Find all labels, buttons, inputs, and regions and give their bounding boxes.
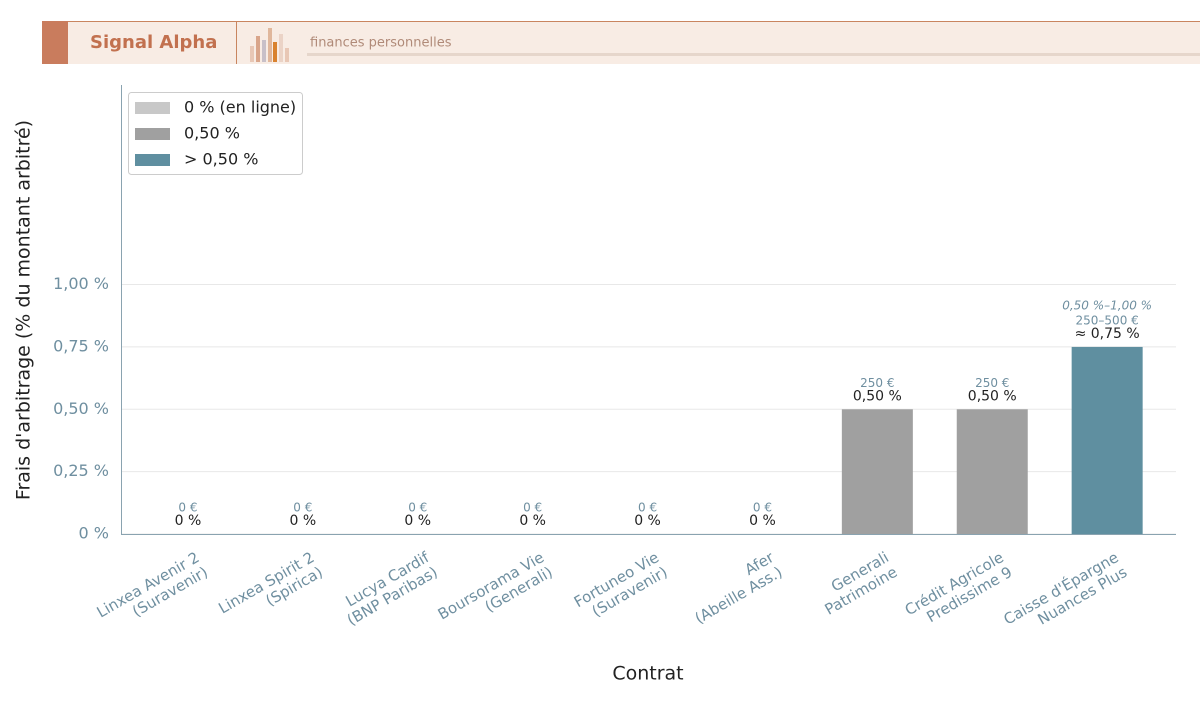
value-label: 0 % bbox=[404, 513, 431, 529]
value-label: 0 % bbox=[175, 513, 202, 529]
bar bbox=[956, 409, 1028, 534]
x-tick-label: Boursorama Vie(Generali) bbox=[434, 548, 555, 638]
x-tick-label: Crédit AgricolePredissime 9 bbox=[902, 548, 1015, 634]
brand: Signal Alpha bbox=[90, 32, 217, 53]
legend-swatch bbox=[135, 128, 170, 140]
amount-label: 250 € bbox=[860, 376, 894, 390]
y-tick-label: 0,25 % bbox=[53, 461, 109, 480]
amount-label: 250 € bbox=[975, 376, 1009, 390]
amount-label: 0 € bbox=[408, 501, 427, 515]
y-tick-label: 0,75 % bbox=[53, 336, 109, 355]
tagline: finances personnelles bbox=[310, 36, 452, 51]
amount-label: 0 € bbox=[753, 501, 772, 515]
legend-swatch bbox=[135, 154, 170, 166]
legend-swatch bbox=[135, 102, 170, 114]
header-accent bbox=[42, 21, 68, 64]
value-label: 0,50 % bbox=[853, 388, 902, 404]
y-tick-label: 0 % bbox=[79, 524, 109, 543]
x-tick-label: Afer(Abeille Ass.) bbox=[683, 547, 786, 627]
value-label: 0 % bbox=[634, 513, 661, 529]
amount-label: 250–500 € bbox=[1076, 313, 1139, 327]
value-label: ≈ 0,75 % bbox=[1075, 326, 1140, 342]
value-label: 0 % bbox=[519, 513, 546, 529]
legend: 0 % (en ligne) 0,50 % > 0,50 % bbox=[128, 92, 303, 175]
header-rule bbox=[307, 53, 1200, 56]
value-label: 0 % bbox=[749, 513, 776, 529]
legend-label: 0 % (en ligne) bbox=[184, 98, 296, 117]
bar bbox=[841, 409, 913, 534]
legend-box bbox=[128, 92, 303, 175]
value-label: 0 % bbox=[290, 513, 317, 529]
value-label: 0,50 % bbox=[968, 388, 1017, 404]
x-tick-label: Fortuneo Vie(Suravenir) bbox=[571, 548, 671, 626]
x-tick-label: GeneraliPatrimoine bbox=[813, 548, 900, 619]
amount-label: 0 € bbox=[293, 501, 312, 515]
bar bbox=[1071, 346, 1143, 534]
amount-label: 0 € bbox=[638, 501, 657, 515]
y-tick-label: 1,00 % bbox=[53, 274, 109, 293]
header-bar bbox=[42, 21, 1200, 64]
x-tick-label: Lucya Cardif(BNP Paribas) bbox=[335, 547, 441, 628]
y-axis-title: Frais d'arbitrage (% du montant arbitré) bbox=[13, 120, 35, 500]
y-tick-label: 0,50 % bbox=[53, 399, 109, 418]
logo bbox=[250, 28, 289, 62]
legend-label: > 0,50 % bbox=[184, 150, 258, 169]
amount-label: 0 € bbox=[523, 501, 542, 515]
x-tick-label: Linxea Avenir 2(Suravenir) bbox=[93, 548, 210, 636]
amount-label: 0 € bbox=[178, 501, 197, 515]
range-label: 0,50 %–1,00 % bbox=[1062, 298, 1152, 312]
legend-label: 0,50 % bbox=[184, 124, 240, 143]
x-tick-label: Linxea Spirit 2(Spirica) bbox=[215, 548, 325, 632]
x-axis-title: Contrat bbox=[612, 663, 683, 685]
x-tick-label: Caisse d'ÉpargneNuances Plus bbox=[1000, 547, 1130, 643]
